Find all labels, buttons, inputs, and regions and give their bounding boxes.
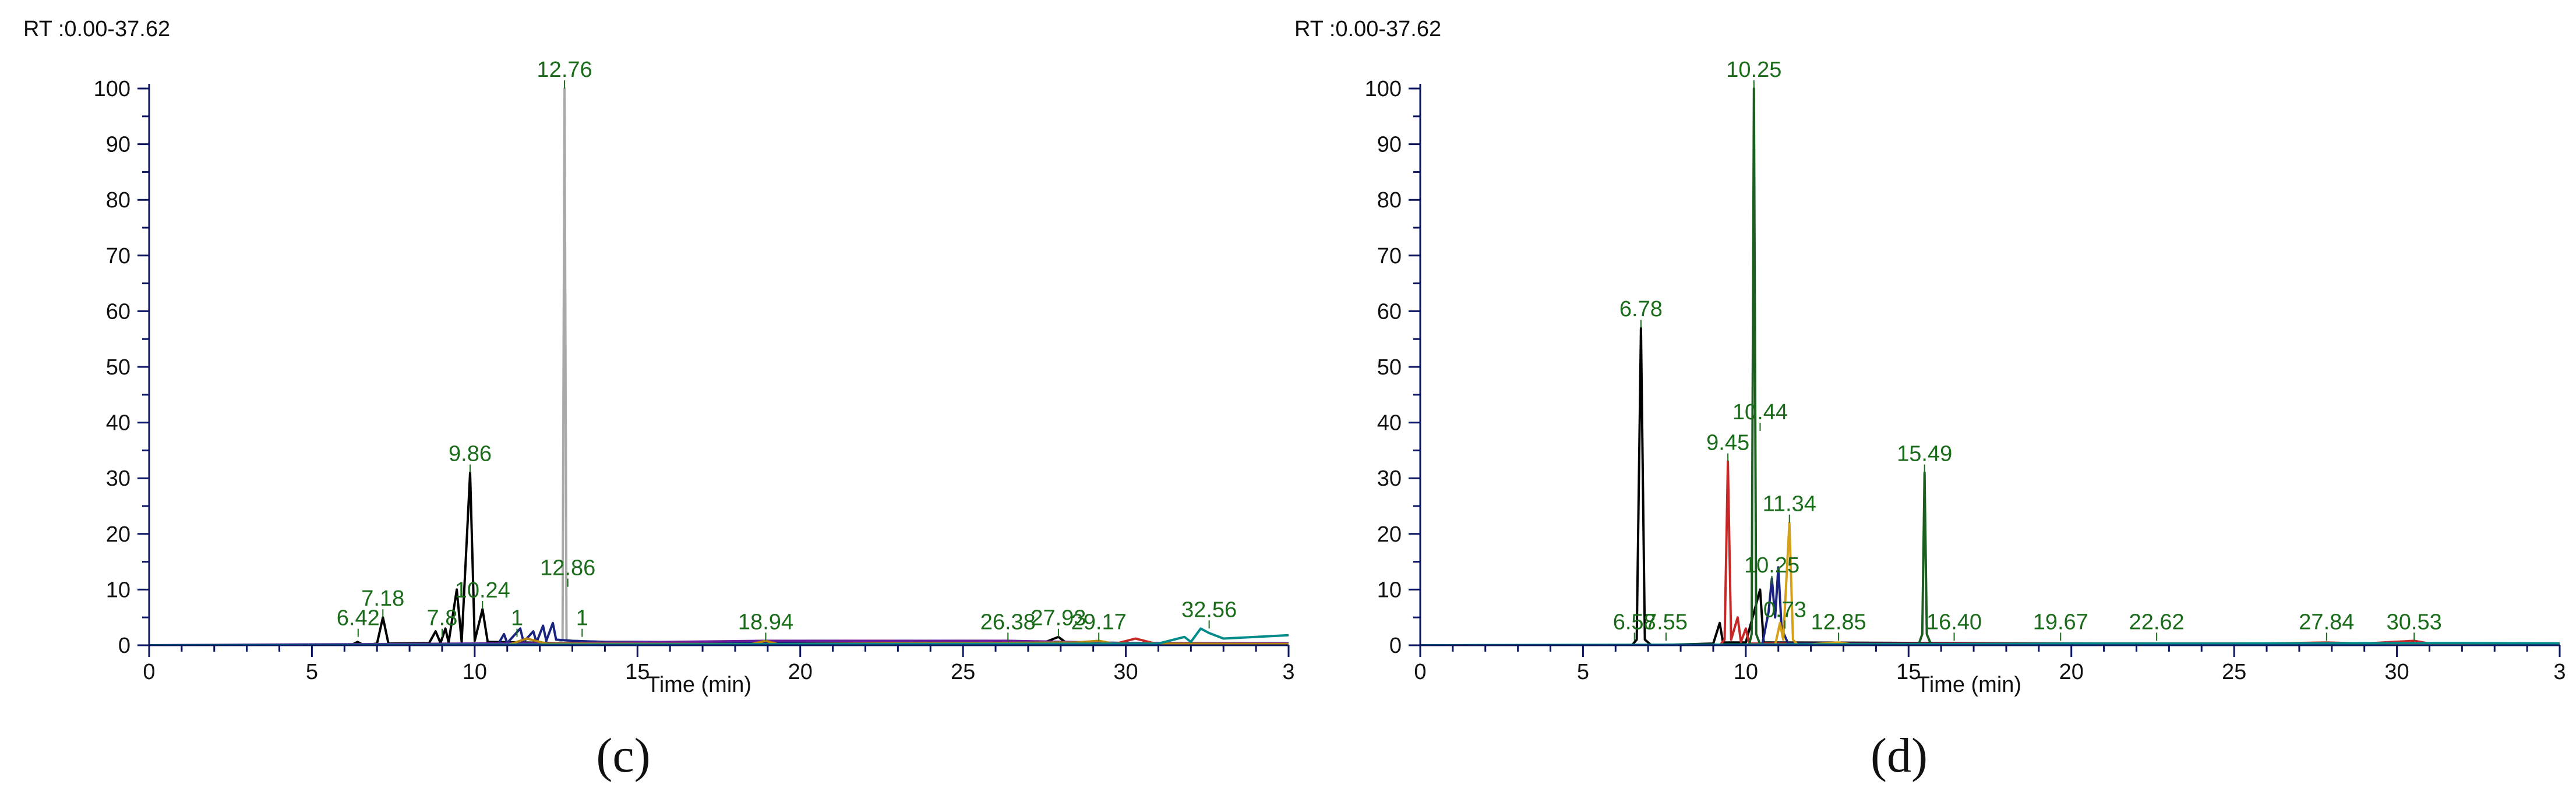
series-trace-d-3 bbox=[1420, 566, 2560, 645]
peak-label-d-2: 7.55 bbox=[1645, 610, 1688, 634]
peak-label-c-9: 18.94 bbox=[738, 610, 793, 634]
peak-label-d-13: 22.62 bbox=[2129, 610, 2185, 634]
x-tick-label-d-3: 15 bbox=[1896, 660, 1921, 684]
peak-labels-d: 6.58 6.78 7.55 9.45 10.25 10.44 10.25 0.73 11.34… bbox=[1613, 58, 2442, 641]
x-tick-label-d-4: 20 bbox=[2059, 660, 2084, 684]
peak-label-d-3: 9.45 bbox=[1706, 431, 1749, 455]
y-tick-label-c-10: 100 bbox=[94, 77, 130, 101]
y-tick-label-d-1: 10 bbox=[1377, 578, 1402, 602]
rt-header-c: RT :0.00-37.62 bbox=[23, 17, 170, 41]
y-tick-label-d-8: 80 bbox=[1377, 188, 1402, 213]
traces-d bbox=[1420, 87, 2560, 645]
peak-label-c-6: 12.76 bbox=[537, 58, 592, 82]
y-tick-label-d-6: 60 bbox=[1377, 299, 1402, 324]
peak-label-d-9: 12.85 bbox=[1811, 610, 1866, 634]
x-tick-label-c-1: 5 bbox=[306, 660, 318, 684]
y-tick-label-c-9: 90 bbox=[106, 133, 130, 157]
x-tick-label-d-1: 5 bbox=[1577, 660, 1589, 684]
x-tick-label-c-7: 3 bbox=[1282, 660, 1294, 684]
peak-label-c-0: 6.42 bbox=[337, 606, 380, 631]
y-tick-label-d-0: 0 bbox=[1389, 634, 1402, 658]
peak-label-c-12: 29.17 bbox=[1071, 610, 1127, 634]
y-tick-label-d-9: 90 bbox=[1377, 133, 1402, 157]
y-tick-label-c-1: 10 bbox=[106, 578, 130, 602]
peak-label-d-0: 6.58 bbox=[1613, 610, 1656, 634]
y-tick-label-c-2: 20 bbox=[106, 522, 130, 547]
x-tick-label-d-0: 0 bbox=[1414, 660, 1426, 684]
peak-label-d-8: 11.34 bbox=[1763, 492, 1816, 517]
y-tick-label-d-10: 100 bbox=[1365, 77, 1402, 101]
x-tick-label-c-2: 10 bbox=[463, 660, 487, 684]
y-tick-label-c-7: 70 bbox=[106, 244, 130, 268]
peak-label-d-10: 15.49 bbox=[1897, 442, 1952, 466]
y-tick-label-c-5: 50 bbox=[106, 355, 130, 380]
x-tick-label-c-5: 25 bbox=[951, 660, 975, 684]
x-axis-title-c: Time (min) bbox=[647, 673, 751, 697]
peak-label-d-11: 16.40 bbox=[1926, 610, 1982, 634]
x-tick-label-d-5: 25 bbox=[2222, 660, 2246, 684]
y-tick-label-d-3: 30 bbox=[1377, 466, 1402, 491]
peak-label-d-7: 0.73 bbox=[1763, 597, 1806, 622]
peak-label-c-5: 1 bbox=[511, 606, 523, 631]
x-tick-label-c-3: 15 bbox=[625, 660, 650, 684]
series-trace-c-6 bbox=[149, 627, 1289, 645]
series-trace-c-1 bbox=[149, 87, 1289, 645]
series-trace-d-5 bbox=[1420, 642, 2560, 645]
chart-panel-c: RT :0.00-37.62 Time (min) (c) 0102030405… bbox=[23, 17, 1295, 783]
panel-label-c: (c) bbox=[596, 729, 650, 783]
y-tick-label-d-2: 20 bbox=[1377, 522, 1402, 547]
peak-label-c-7: 12.86 bbox=[540, 556, 595, 581]
series-trace-d-0 bbox=[1420, 327, 2560, 645]
y-tick-label-d-4: 40 bbox=[1377, 411, 1402, 436]
x-axis-title-d: Time (min) bbox=[1917, 673, 2021, 697]
series-trace-d-1 bbox=[1420, 460, 2560, 645]
series-trace-c-5 bbox=[149, 637, 1289, 645]
peak-label-c-2: 7.8 bbox=[427, 606, 458, 631]
x-tick-label-d-6: 30 bbox=[2384, 660, 2409, 684]
series-trace-d-2 bbox=[1420, 87, 2560, 645]
y-tick-label-c-3: 30 bbox=[106, 466, 130, 491]
peak-label-d-12: 19.67 bbox=[2033, 610, 2088, 634]
y-tick-label-c-8: 80 bbox=[106, 188, 130, 213]
peak-label-d-5: 10.44 bbox=[1732, 400, 1788, 425]
y-tick-label-c-0: 0 bbox=[118, 634, 130, 658]
peak-label-d-6: 10.25 bbox=[1744, 553, 1799, 578]
peak-label-c-11: 27.93 bbox=[1031, 606, 1086, 631]
y-tick-label-c-6: 60 bbox=[106, 299, 130, 324]
peak-label-d-15: 30.53 bbox=[2387, 610, 2442, 634]
peak-label-c-10: 26.38 bbox=[980, 610, 1036, 634]
traces-c bbox=[149, 87, 1289, 645]
axes-d: 0 10 20 30 40 50 60 70 80 90 100 0 5 10 15 20 25 30 3 bbox=[1365, 77, 2566, 684]
x-tick-label-c-4: 20 bbox=[788, 660, 813, 684]
peak-label-c-3: 9.86 bbox=[449, 442, 492, 466]
axes-c: 0 10 20 30 40 50 60 70 80 90 100 0 5 10 15 20 25 30 3 bbox=[94, 77, 1295, 684]
x-tick-label-c-6: 30 bbox=[1113, 660, 1138, 684]
panel-label-d: (d) bbox=[1871, 729, 1928, 783]
peak-label-c-4: 10.24 bbox=[455, 578, 510, 603]
peak-label-c-13: 32.56 bbox=[1181, 597, 1237, 622]
y-tick-label-d-5: 50 bbox=[1377, 355, 1402, 380]
peak-label-d-14: 27.84 bbox=[2299, 610, 2354, 634]
x-tick-label-d-7: 3 bbox=[2553, 660, 2566, 684]
x-tick-label-c-0: 0 bbox=[143, 660, 155, 684]
y-tick-label-c-4: 40 bbox=[106, 411, 130, 436]
peak-label-c-1: 7.18 bbox=[361, 586, 404, 611]
peak-label-d-1: 6.78 bbox=[1619, 297, 1663, 321]
x-tick-label-d-2: 10 bbox=[1734, 660, 1758, 684]
y-tick-label-d-7: 70 bbox=[1377, 244, 1402, 268]
chart-panel-d: RT :0.00-37.62 Time (min) (d) 0102030405… bbox=[1294, 17, 2566, 783]
rt-header-d: RT :0.00-37.62 bbox=[1294, 17, 1441, 41]
peak-label-c-8: 1 bbox=[576, 606, 588, 631]
peak-label-d-4: 10.25 bbox=[1726, 58, 1781, 82]
